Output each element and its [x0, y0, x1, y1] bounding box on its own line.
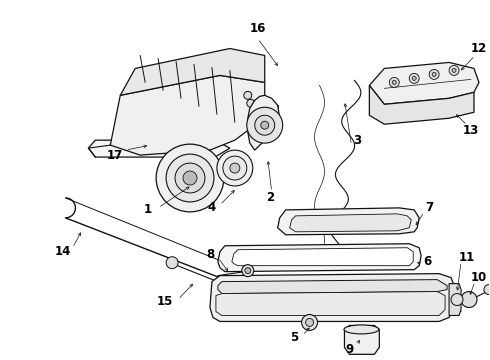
Circle shape	[230, 163, 240, 173]
Circle shape	[245, 268, 251, 274]
Circle shape	[261, 121, 269, 129]
Circle shape	[255, 115, 275, 135]
Text: 14: 14	[54, 245, 71, 258]
Circle shape	[449, 66, 459, 75]
Text: 1: 1	[144, 203, 152, 216]
Polygon shape	[232, 248, 413, 266]
Circle shape	[217, 150, 253, 186]
Text: 11: 11	[459, 251, 475, 264]
Circle shape	[166, 154, 214, 202]
Polygon shape	[218, 244, 421, 272]
Polygon shape	[278, 208, 419, 235]
Polygon shape	[344, 325, 379, 354]
Text: 7: 7	[425, 201, 433, 215]
Polygon shape	[120, 49, 265, 95]
Polygon shape	[210, 274, 454, 321]
Polygon shape	[218, 280, 447, 293]
Circle shape	[432, 72, 436, 76]
Circle shape	[452, 68, 456, 72]
Circle shape	[175, 163, 205, 193]
Circle shape	[250, 107, 258, 115]
Text: 9: 9	[345, 343, 354, 356]
Circle shape	[247, 107, 283, 143]
Polygon shape	[248, 95, 280, 150]
Polygon shape	[110, 75, 265, 155]
Text: 17: 17	[107, 149, 123, 162]
Circle shape	[451, 293, 463, 306]
Text: 10: 10	[471, 271, 487, 284]
Circle shape	[242, 265, 254, 276]
Text: 6: 6	[423, 255, 431, 268]
Text: 15: 15	[157, 295, 173, 308]
Text: 8: 8	[206, 248, 214, 261]
Circle shape	[409, 73, 419, 84]
Circle shape	[429, 69, 439, 80]
Text: 5: 5	[291, 331, 299, 344]
Text: 3: 3	[353, 134, 362, 147]
Ellipse shape	[344, 325, 379, 334]
Text: 4: 4	[208, 201, 216, 215]
Polygon shape	[88, 140, 230, 157]
Circle shape	[156, 144, 224, 212]
Circle shape	[306, 319, 314, 327]
Circle shape	[183, 171, 197, 185]
Circle shape	[392, 80, 396, 84]
Polygon shape	[290, 214, 411, 232]
Polygon shape	[369, 62, 479, 104]
Circle shape	[302, 315, 318, 330]
Circle shape	[166, 257, 178, 269]
Text: 16: 16	[249, 22, 266, 35]
Circle shape	[223, 156, 247, 180]
Polygon shape	[369, 85, 474, 124]
Circle shape	[484, 285, 490, 294]
Text: 2: 2	[266, 192, 274, 204]
Circle shape	[244, 91, 252, 99]
Polygon shape	[216, 292, 445, 315]
Text: 13: 13	[463, 124, 479, 137]
Circle shape	[461, 292, 477, 307]
Text: 12: 12	[471, 42, 487, 55]
Polygon shape	[449, 284, 461, 315]
Circle shape	[412, 76, 416, 80]
Circle shape	[247, 99, 255, 107]
Circle shape	[389, 77, 399, 87]
